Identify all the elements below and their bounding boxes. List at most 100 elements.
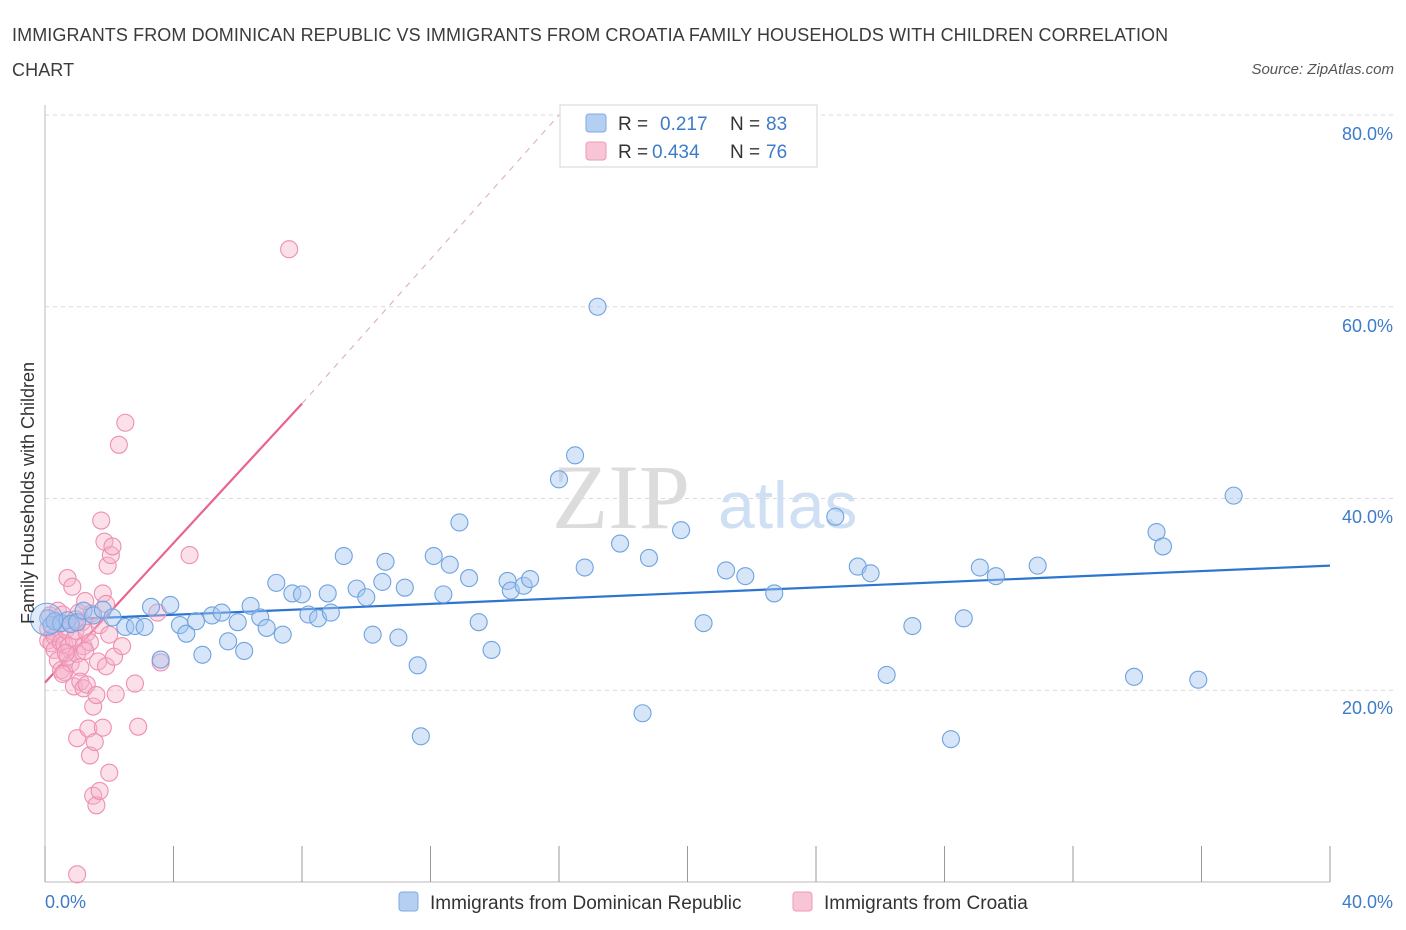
- point-dominican-73: [877, 665, 896, 684]
- point-dominican-61: [588, 297, 607, 316]
- point-dominican-cluster: [30, 602, 64, 636]
- watermark: ZIP atlas: [552, 446, 857, 548]
- point-dominican-29: [267, 573, 286, 592]
- point-dominican-51: [459, 569, 479, 588]
- point-dominican-48: [434, 585, 453, 604]
- point-croatia-61: [106, 685, 125, 704]
- legend-r-value-2: 0.434: [652, 142, 700, 163]
- point-dominican-39: [357, 588, 376, 607]
- point-dominican-30: [273, 625, 292, 644]
- point-dominican-27: [251, 608, 270, 627]
- point-croatia-57: [100, 763, 119, 782]
- y-tick-label-20: 20.0%: [1342, 698, 1393, 718]
- point-croatia-71: [68, 865, 87, 884]
- point-dominican-65: [672, 521, 691, 540]
- y-tick-label-40: 40.0%: [1342, 507, 1393, 527]
- point-croatia-75: [53, 664, 72, 684]
- series-dominican-points: [30, 297, 1243, 749]
- point-dominican-72: [861, 564, 880, 583]
- point-croatia-44: [87, 685, 106, 705]
- point-dominican-67: [716, 561, 736, 580]
- point-dominican-15: [151, 650, 170, 669]
- y-tick-label-60: 60.0%: [1342, 316, 1393, 336]
- point-dominican-70: [826, 507, 845, 526]
- point-dominican-74: [903, 616, 922, 636]
- point-croatia-17: [58, 569, 77, 588]
- point-dominican-78: [986, 567, 1005, 586]
- point-dominican-80: [1124, 667, 1144, 686]
- point-croatia-22: [63, 577, 82, 596]
- point-dominican-64: [639, 548, 659, 567]
- point-dominican-35: [318, 584, 337, 603]
- point-dominican-84: [1224, 486, 1243, 505]
- legend-r-label-2: R =: [618, 142, 648, 163]
- point-dominican-50: [450, 513, 469, 532]
- point-dominican-63: [633, 704, 652, 723]
- point-dominican-62: [610, 534, 630, 553]
- series-legend: Immigrants from Dominican Republic Immig…: [398, 891, 1028, 914]
- point-dominican-57: [521, 569, 540, 589]
- point-dominican-77: [970, 558, 989, 577]
- point-dominican-41: [373, 572, 392, 591]
- point-dominican-14: [141, 597, 161, 616]
- point-dominican-37: [334, 546, 353, 566]
- point-dominican-76: [954, 609, 973, 628]
- point-dominican-16: [161, 595, 180, 614]
- point-croatia-49: [92, 511, 111, 530]
- point-dominican-31: [283, 584, 302, 603]
- legend-n-value-1: 83: [766, 114, 787, 135]
- point-dominican-44: [395, 578, 414, 597]
- point-croatia-70: [280, 240, 299, 259]
- axes: [44, 105, 1331, 883]
- legend-r-label-1: R =: [618, 114, 648, 135]
- point-dominican-9: [93, 600, 112, 619]
- point-dominican-82: [1153, 537, 1172, 556]
- point-dominican-66: [694, 614, 713, 633]
- point-dominican-60: [575, 558, 594, 577]
- x-tick-label-max: 40.0%: [1342, 892, 1393, 912]
- point-dominican-33: [299, 605, 318, 624]
- legend-n-label-1: N =: [730, 114, 760, 135]
- point-croatia-48: [90, 781, 109, 800]
- point-dominican-19: [186, 612, 206, 631]
- point-croatia-65: [125, 674, 144, 693]
- point-croatia-66: [129, 717, 148, 736]
- trend-line-croatia-extension: [301, 114, 560, 404]
- point-dominican-12: [125, 616, 144, 636]
- point-dominican-23: [219, 632, 238, 651]
- point-croatia-56: [100, 625, 119, 644]
- point-croatia-39: [80, 746, 100, 765]
- point-dominican-24: [228, 613, 247, 632]
- point-croatia-41: [84, 697, 103, 716]
- trend-line-dominican: [44, 564, 1331, 622]
- y-tick-label-80: 80.0%: [1342, 124, 1393, 144]
- x-tick-label-min: 0.0%: [45, 892, 86, 912]
- point-dominican-7: [74, 601, 93, 620]
- y-axis-label: Family Households with Children: [18, 362, 38, 624]
- legend-swatch-dominican: [585, 113, 607, 133]
- point-dominican-36: [321, 603, 340, 622]
- watermark-zip: ZIP: [552, 446, 690, 548]
- point-dominican-43: [389, 628, 408, 647]
- point-dominican-28: [257, 618, 276, 637]
- legend-n-label-2: N =: [730, 142, 760, 163]
- point-croatia-29: [71, 658, 90, 677]
- point-dominican-32: [292, 585, 312, 604]
- point-dominican-56: [514, 576, 533, 595]
- point-dominican-10: [103, 608, 122, 627]
- series-legend-label-croatia: Immigrants from Croatia: [824, 893, 1028, 914]
- series-legend-swatch-croatia: [792, 891, 813, 912]
- stats-legend: R = 0.217 N = 83 R = 0.434 N = 76: [559, 104, 818, 168]
- point-dominican-40: [363, 625, 382, 644]
- trend-lines: [44, 114, 1331, 684]
- point-dominican-20: [193, 645, 212, 664]
- point-dominican-58: [549, 470, 569, 489]
- point-dominican-45: [408, 656, 427, 675]
- point-croatia-59: [103, 537, 122, 556]
- series-legend-label-dominican: Immigrants from Dominican Republic: [430, 893, 742, 914]
- point-croatia-51: [93, 718, 112, 737]
- point-dominican-8: [84, 606, 103, 625]
- point-dominican-11: [116, 617, 135, 637]
- point-croatia-43: [85, 732, 104, 752]
- watermark-atlas: atlas: [718, 468, 857, 542]
